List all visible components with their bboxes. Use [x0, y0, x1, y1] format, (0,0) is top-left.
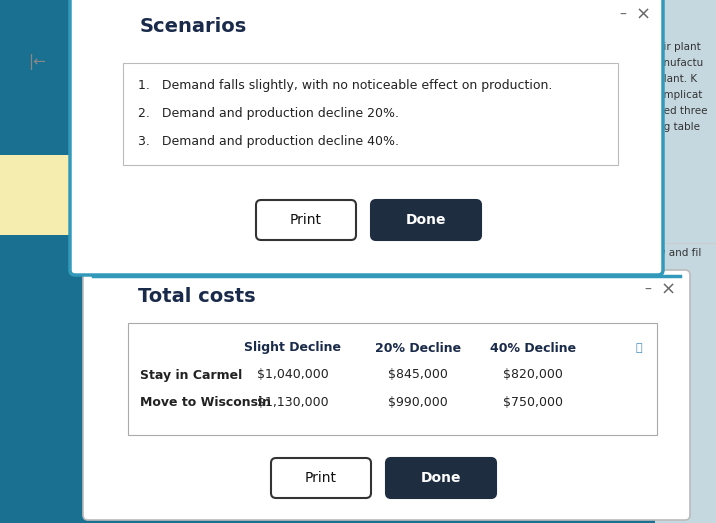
- Bar: [128, 323, 657, 435]
- Bar: [0, 155, 75, 235]
- Text: |←: |←: [28, 54, 46, 70]
- Text: 2.   Demand and production decline 20%.: 2. Demand and production decline 20%.: [138, 107, 399, 119]
- Text: ×: ×: [635, 6, 651, 24]
- Text: ng table: ng table: [657, 122, 700, 132]
- FancyBboxPatch shape: [371, 200, 481, 240]
- Bar: [123, 63, 618, 165]
- Text: eir plant: eir plant: [657, 42, 701, 52]
- Text: Done: Done: [406, 213, 446, 227]
- Text: Print: Print: [290, 213, 322, 227]
- Text: 1.   Demand falls slightly, with no noticeable effect on production.: 1. Demand falls slightly, with no notice…: [138, 78, 552, 92]
- Text: $990,000: $990,000: [388, 396, 448, 410]
- Text: 40% Decline: 40% Decline: [490, 342, 576, 355]
- Text: anufactu: anufactu: [657, 58, 703, 68]
- Text: Move to Wisconsin: Move to Wisconsin: [140, 396, 271, 410]
- Text: $845,000: $845,000: [388, 369, 448, 381]
- Text: Slight Decline: Slight Decline: [244, 342, 342, 355]
- Text: 20% Decline: 20% Decline: [375, 342, 461, 355]
- Text: w and fil: w and fil: [657, 248, 702, 258]
- FancyBboxPatch shape: [256, 200, 356, 240]
- FancyBboxPatch shape: [70, 0, 663, 275]
- Text: ×: ×: [660, 281, 676, 299]
- Text: $820,000: $820,000: [503, 369, 563, 381]
- Text: Print: Print: [305, 471, 337, 485]
- FancyBboxPatch shape: [386, 458, 496, 498]
- Text: $1,130,000: $1,130,000: [257, 396, 329, 410]
- FancyBboxPatch shape: [271, 458, 371, 498]
- Text: Done: Done: [421, 471, 461, 485]
- Text: Scenarios: Scenarios: [140, 17, 247, 36]
- Text: –: –: [644, 283, 652, 297]
- Text: $750,000: $750,000: [503, 396, 563, 410]
- Bar: [655, 0, 716, 523]
- Text: omplicat: omplicat: [657, 90, 702, 100]
- Text: bed three: bed three: [657, 106, 707, 116]
- FancyBboxPatch shape: [83, 270, 690, 520]
- Bar: [0, 0, 716, 33]
- Text: $1,040,000: $1,040,000: [257, 369, 329, 381]
- Text: ⧉: ⧉: [636, 343, 642, 353]
- Text: –: –: [619, 8, 626, 22]
- Text: 3.   Demand and production decline 40%.: 3. Demand and production decline 40%.: [138, 134, 399, 147]
- Text: Stay in Carmel: Stay in Carmel: [140, 369, 242, 381]
- Text: Total costs: Total costs: [138, 288, 256, 306]
- Text: plant. K: plant. K: [657, 74, 697, 84]
- Bar: [0, 0, 75, 523]
